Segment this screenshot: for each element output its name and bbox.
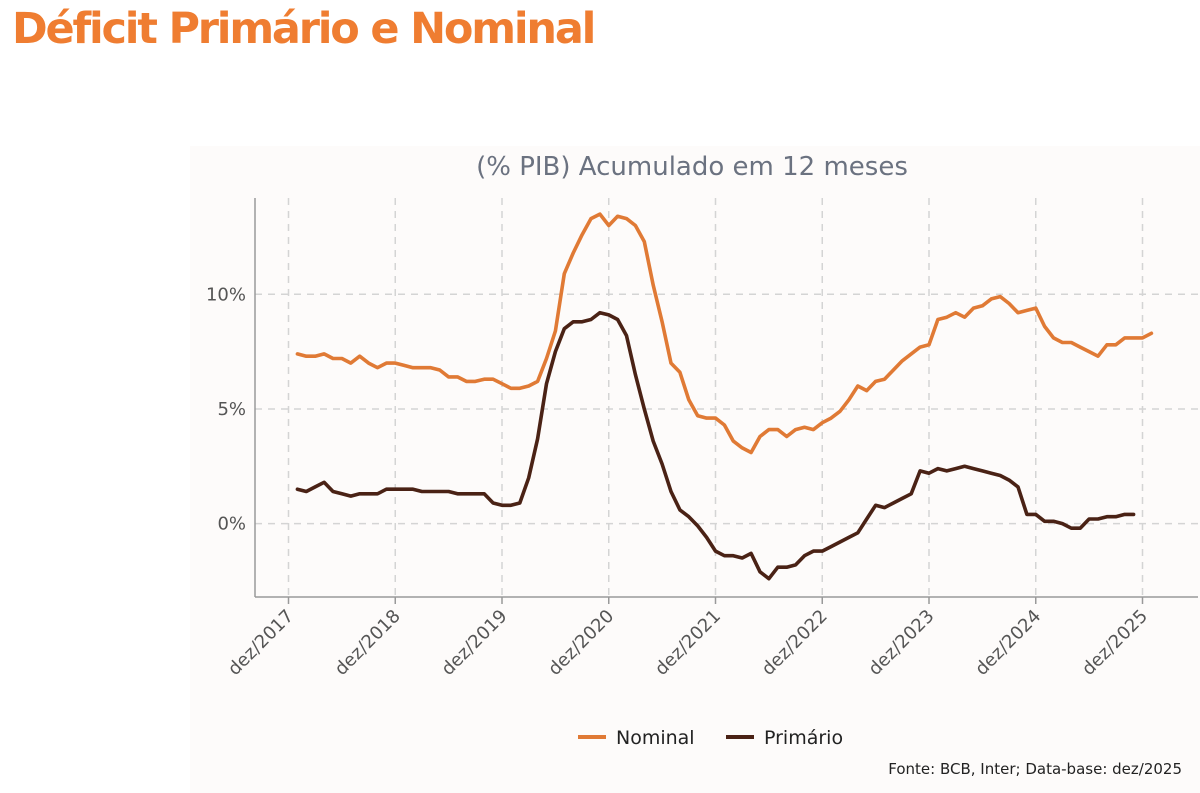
- y-tick-label-1: 5%: [217, 399, 246, 420]
- x-tick-label-8: dez/2025: [1078, 606, 1152, 680]
- legend-label-nominal: Nominal: [616, 727, 695, 749]
- x-tick-label-2: dez/2019: [437, 606, 511, 680]
- series-line-nominal: [295, 212, 1154, 455]
- y-tick-label-0: 0%: [217, 514, 246, 535]
- x-tick-label-1: dez/2018: [331, 606, 405, 680]
- x-tick-label-5: dez/2022: [758, 606, 832, 680]
- x-tick-label-6: dez/2023: [864, 606, 938, 680]
- grid-lines: [255, 198, 1198, 597]
- x-tick-label-0: dez/2017: [224, 606, 298, 680]
- line-chart: (% PIB) Acumulado em 12 meses 0% 5% 10% de…: [206, 152, 1198, 778]
- x-tick-labels: dez/2017 dez/2018 dez/2019 dez/2020 dez/2021…: [224, 606, 1152, 680]
- x-tick-label-4: dez/2021: [651, 606, 725, 680]
- legend-label-primario: Primário: [764, 727, 843, 749]
- axes: [254, 198, 1198, 604]
- legend: Nominal Primário: [578, 727, 843, 749]
- y-tick-label-2: 10%: [206, 284, 246, 305]
- source-note: Fonte: BCB, Inter; Data-base: dez/2025: [888, 760, 1182, 778]
- x-tick-label-7: dez/2024: [971, 606, 1045, 680]
- page-title: Déficit Primário e Nominal: [12, 4, 596, 54]
- series-lines: [295, 212, 1154, 581]
- chart-subtitle: (% PIB) Acumulado em 12 meses: [476, 152, 908, 182]
- x-tick-label-3: dez/2020: [544, 606, 618, 680]
- series-line-primario: [295, 310, 1136, 581]
- y-tick-labels: 0% 5% 10%: [206, 284, 246, 534]
- chart-panel: (% PIB) Acumulado em 12 meses 0% 5% 10% de…: [190, 146, 1200, 793]
